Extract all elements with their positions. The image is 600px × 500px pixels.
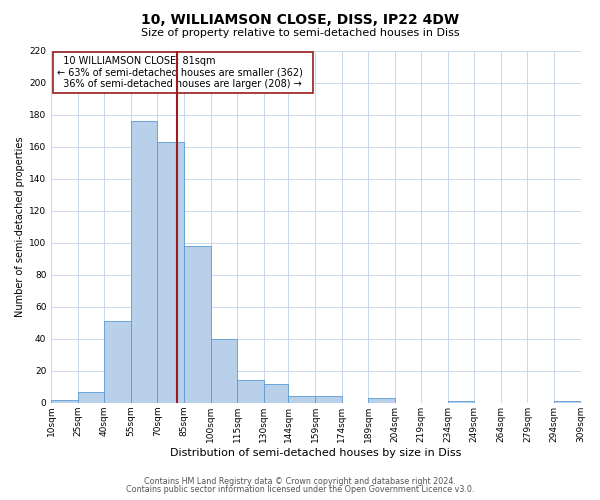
Y-axis label: Number of semi-detached properties: Number of semi-detached properties: [15, 136, 25, 317]
Text: 10, WILLIAMSON CLOSE, DISS, IP22 4DW: 10, WILLIAMSON CLOSE, DISS, IP22 4DW: [141, 12, 459, 26]
Bar: [78, 392, 104, 403]
Bar: [368, 398, 395, 403]
Bar: [211, 339, 237, 403]
Text: Contains HM Land Registry data © Crown copyright and database right 2024.: Contains HM Land Registry data © Crown c…: [144, 478, 456, 486]
Bar: [448, 401, 475, 403]
Bar: [157, 142, 184, 403]
Bar: [315, 396, 341, 403]
Text: Size of property relative to semi-detached houses in Diss: Size of property relative to semi-detach…: [140, 28, 460, 38]
Bar: [554, 401, 580, 403]
Bar: [237, 380, 263, 403]
Bar: [104, 321, 131, 403]
Bar: [131, 122, 157, 403]
Bar: [289, 396, 315, 403]
Bar: [263, 384, 289, 403]
Bar: [184, 246, 211, 403]
X-axis label: Distribution of semi-detached houses by size in Diss: Distribution of semi-detached houses by …: [170, 448, 461, 458]
Text: 10 WILLIAMSON CLOSE: 81sqm  
← 63% of semi-detached houses are smaller (362)  
 : 10 WILLIAMSON CLOSE: 81sqm ← 63% of semi…: [56, 56, 308, 90]
Text: Contains public sector information licensed under the Open Government Licence v3: Contains public sector information licen…: [126, 484, 474, 494]
Bar: [51, 400, 78, 403]
